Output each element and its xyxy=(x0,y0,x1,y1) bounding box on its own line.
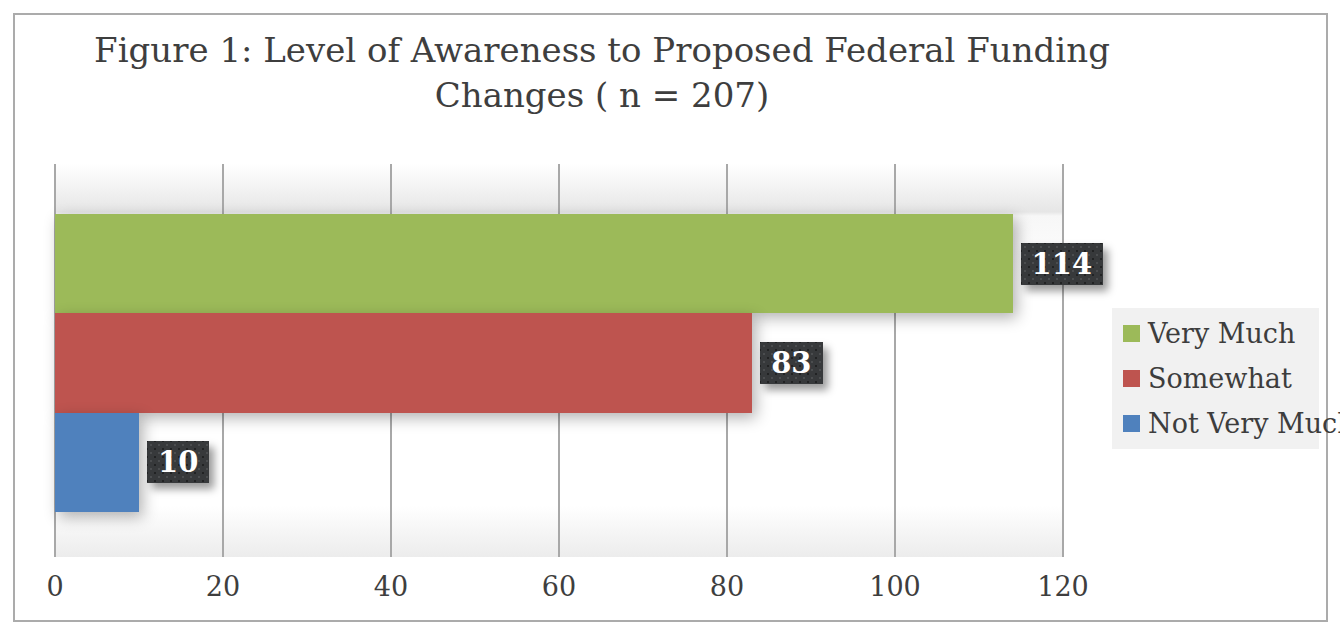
gridline-120 xyxy=(1062,164,1064,557)
chart-title-line1: Figure 1: Level of Awareness to Proposed… xyxy=(15,28,1189,73)
x-tick-label-20: 20 xyxy=(206,571,240,602)
legend-swatch-not-very-much xyxy=(1123,415,1140,432)
x-tick-label-60: 60 xyxy=(542,571,576,602)
bar-very-much xyxy=(55,214,1013,313)
bar-somewhat xyxy=(55,313,752,412)
x-tick-label-40: 40 xyxy=(374,571,408,602)
x-axis: 020406080100120 xyxy=(55,571,1063,605)
x-tick-label-0: 0 xyxy=(46,571,63,602)
bar-not-very-much xyxy=(55,413,139,512)
legend-item-not-very-much: Not Very Much xyxy=(1123,410,1319,438)
legend-item-very-much: Very Much xyxy=(1123,320,1319,348)
data-label-somewhat: 83 xyxy=(760,342,822,384)
legend-item-somewhat: Somewhat xyxy=(1123,365,1319,393)
data-label-not-very-much: 10 xyxy=(147,441,209,483)
legend-label: Not Very Much xyxy=(1148,410,1340,438)
x-tick-label-120: 120 xyxy=(1037,571,1089,602)
legend-swatch-somewhat xyxy=(1123,370,1140,387)
data-label-very-much: 114 xyxy=(1021,243,1104,285)
x-tick-label-80: 80 xyxy=(710,571,744,602)
x-tick-label-100: 100 xyxy=(869,571,921,602)
legend-swatch-very-much xyxy=(1123,325,1140,342)
legend-label: Very Much xyxy=(1148,320,1295,348)
legend-label: Somewhat xyxy=(1148,365,1292,393)
chart-container: Figure 1: Level of Awareness to Proposed… xyxy=(13,13,1328,622)
legend: Very Much Somewhat Not Very Much xyxy=(1112,308,1319,449)
chart-title-line2: Changes ( n = 207) xyxy=(15,73,1189,118)
plot-area: 1148310 xyxy=(55,164,1063,557)
chart-title: Figure 1: Level of Awareness to Proposed… xyxy=(15,28,1189,118)
